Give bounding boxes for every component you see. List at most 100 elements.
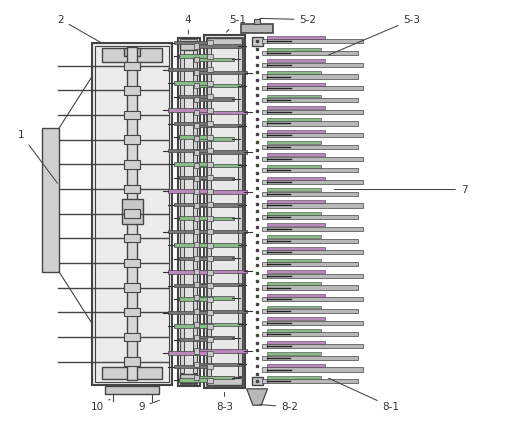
Bar	[267, 86, 363, 91]
Bar	[267, 133, 363, 137]
Bar	[194, 242, 199, 248]
Bar	[199, 97, 234, 101]
Bar	[262, 332, 267, 336]
Bar	[207, 40, 212, 45]
Bar	[204, 35, 245, 388]
Bar	[199, 323, 241, 326]
Bar	[122, 199, 143, 224]
Bar	[267, 75, 358, 79]
Text: 4: 4	[185, 15, 192, 34]
Bar	[124, 86, 140, 95]
Bar	[124, 136, 140, 144]
Bar	[124, 357, 140, 366]
Bar	[267, 250, 363, 254]
Text: 7: 7	[334, 184, 467, 195]
Bar	[267, 235, 322, 238]
Bar	[207, 189, 212, 194]
Bar	[262, 157, 267, 161]
Bar	[267, 364, 325, 367]
Bar	[179, 95, 207, 99]
Bar	[194, 83, 199, 88]
Bar	[207, 242, 212, 248]
Bar	[168, 109, 207, 112]
Bar	[267, 109, 363, 114]
Text: 8-1: 8-1	[329, 378, 400, 412]
Bar	[262, 356, 267, 360]
Bar	[262, 203, 267, 208]
Bar	[199, 84, 241, 88]
Bar	[267, 297, 363, 301]
Bar	[267, 106, 325, 109]
Bar	[124, 283, 140, 292]
Bar	[254, 19, 260, 24]
Bar	[207, 202, 212, 207]
Bar	[199, 217, 234, 220]
Bar	[179, 297, 207, 301]
Bar	[267, 356, 358, 360]
Bar	[194, 335, 199, 340]
Bar	[199, 243, 241, 247]
Bar	[179, 338, 207, 341]
Bar	[267, 379, 358, 384]
Bar	[194, 70, 199, 75]
Bar	[206, 37, 243, 386]
Bar	[194, 43, 199, 48]
Bar	[267, 71, 322, 74]
Text: 9: 9	[138, 400, 160, 412]
Bar	[127, 47, 137, 381]
Bar	[262, 75, 267, 79]
Bar	[267, 200, 325, 203]
Bar	[179, 54, 207, 58]
Bar	[262, 379, 267, 384]
Bar	[124, 48, 140, 56]
Bar	[267, 285, 358, 290]
Bar	[267, 274, 363, 278]
Bar	[207, 135, 212, 140]
Bar	[194, 149, 199, 155]
Bar	[199, 309, 247, 313]
Bar	[267, 141, 322, 144]
Text: 1: 1	[18, 130, 57, 183]
Bar	[267, 180, 363, 184]
Bar	[194, 123, 199, 128]
Bar	[168, 230, 207, 233]
Bar	[267, 48, 322, 51]
Bar	[267, 145, 358, 149]
Bar	[92, 43, 172, 385]
Bar	[267, 247, 325, 250]
Bar	[267, 157, 363, 161]
Bar	[267, 215, 358, 219]
Bar	[207, 175, 212, 180]
Bar	[207, 269, 212, 274]
Bar	[194, 256, 199, 261]
Bar	[267, 352, 322, 355]
Bar	[267, 63, 363, 67]
Bar	[267, 282, 322, 285]
Bar	[179, 136, 207, 139]
Bar	[207, 337, 212, 342]
Bar	[267, 294, 325, 297]
Bar	[267, 118, 322, 121]
Bar	[102, 48, 162, 61]
Bar	[267, 239, 358, 243]
Bar	[96, 45, 169, 382]
Bar	[267, 224, 325, 226]
Bar	[262, 39, 267, 43]
Bar	[267, 317, 325, 320]
Bar	[207, 283, 212, 288]
Bar	[267, 332, 358, 336]
Bar	[267, 83, 325, 86]
Bar	[262, 180, 267, 184]
Bar	[262, 133, 267, 137]
Bar	[207, 148, 212, 153]
Bar	[124, 234, 140, 242]
Bar	[199, 296, 234, 300]
Bar	[267, 329, 322, 332]
Bar	[262, 250, 267, 254]
Bar	[262, 145, 267, 149]
Bar	[262, 121, 267, 125]
Bar	[173, 284, 207, 287]
Bar	[180, 41, 197, 50]
Bar	[267, 51, 358, 55]
Bar	[267, 258, 322, 261]
